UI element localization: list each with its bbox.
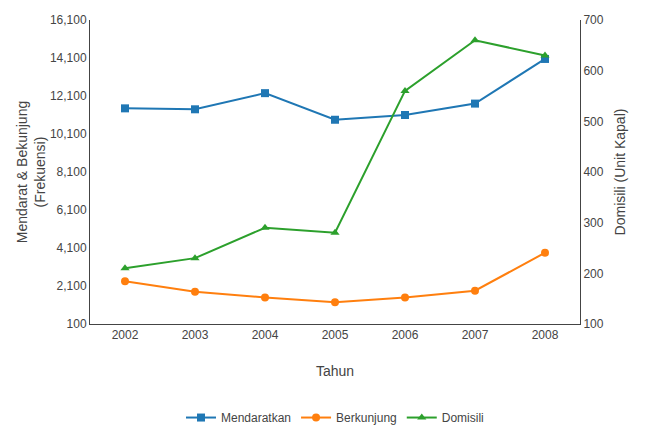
svg-text:700: 700 xyxy=(583,13,603,27)
svg-text:Mendarat & Bekunjung(Frekuensi: Mendarat & Bekunjung(Frekuensi) xyxy=(14,101,48,243)
svg-text:2003: 2003 xyxy=(182,328,209,342)
svg-text:400: 400 xyxy=(583,165,603,179)
svg-text:2004: 2004 xyxy=(252,328,279,342)
svg-text:12,100: 12,100 xyxy=(50,89,87,103)
svg-text:8,100: 8,100 xyxy=(57,165,87,179)
svg-text:16,100: 16,100 xyxy=(50,13,87,27)
svg-text:14,100: 14,100 xyxy=(50,51,87,65)
svg-text:Domisili (Unit Kapal): Domisili (Unit Kapal) xyxy=(612,109,628,236)
svg-text:2,100: 2,100 xyxy=(57,279,87,293)
svg-text:6,100: 6,100 xyxy=(57,203,87,217)
svg-text:200: 200 xyxy=(583,267,603,281)
svg-text:2005: 2005 xyxy=(322,328,349,342)
svg-text:100: 100 xyxy=(67,317,87,331)
svg-text:2002: 2002 xyxy=(112,328,139,342)
svg-text:500: 500 xyxy=(583,115,603,129)
svg-text:Mendaratkan: Mendaratkan xyxy=(221,411,291,425)
svg-text:300: 300 xyxy=(583,216,603,230)
svg-text:10,100: 10,100 xyxy=(50,127,87,141)
svg-text:Domisili: Domisili xyxy=(442,411,484,425)
svg-text:600: 600 xyxy=(583,64,603,78)
svg-text:2007: 2007 xyxy=(462,328,489,342)
svg-text:4,100: 4,100 xyxy=(57,241,87,255)
svg-text:100: 100 xyxy=(583,317,603,331)
svg-text:2008: 2008 xyxy=(532,328,559,342)
svg-text:2006: 2006 xyxy=(392,328,419,342)
svg-text:Tahun: Tahun xyxy=(316,363,354,379)
svg-text:Berkunjung: Berkunjung xyxy=(336,411,397,425)
